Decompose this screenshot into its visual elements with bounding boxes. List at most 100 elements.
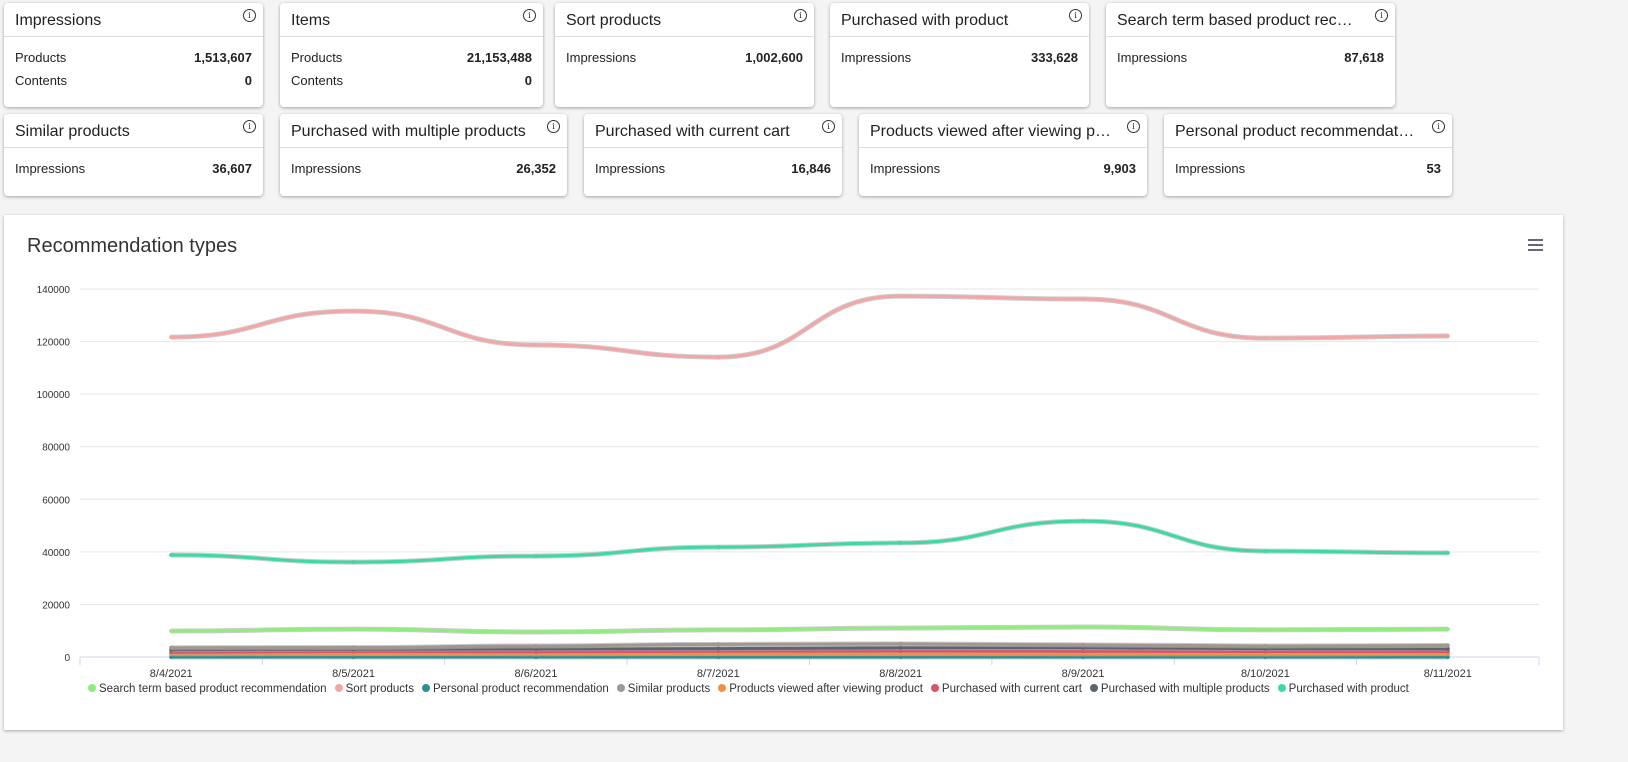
info-icon[interactable]: i <box>1432 120 1445 133</box>
legend-label: Similar products <box>627 683 711 695</box>
info-icon[interactable]: i <box>243 9 256 22</box>
row-value: 0 <box>244 73 252 88</box>
data-point <box>351 645 356 650</box>
data-point <box>1445 550 1450 555</box>
y-tick-label: 120000 <box>37 338 71 349</box>
stat-card: Items i Products 21,153,488 Contents 0 <box>280 3 543 107</box>
info-icon[interactable]: i <box>523 9 536 22</box>
row-value: 333,628 <box>1031 50 1078 65</box>
data-point <box>716 355 721 360</box>
card-title: Search term based product recommendation <box>1117 12 1359 29</box>
row-value: 1,002,600 <box>745 50 803 65</box>
card-header: Purchased with current cart i <box>584 114 842 148</box>
card-row: Products 1,513,607 <box>4 50 263 65</box>
row-label: Impressions <box>870 161 941 176</box>
y-tick-label: 40000 <box>42 548 70 559</box>
stat-card: Purchased with current cart i Impressions 1… <box>584 114 842 196</box>
x-tick-label: 8/8/2021 <box>879 668 922 680</box>
data-point <box>1263 549 1268 554</box>
info-icon[interactable]: i <box>547 120 560 133</box>
row-label: Impressions <box>1175 161 1246 176</box>
data-point <box>1445 334 1450 339</box>
info-icon[interactable]: i <box>794 9 807 22</box>
row-label: Products <box>291 50 343 65</box>
legend-label: Purchased with multiple products <box>1100 683 1270 695</box>
chart-title: Recommendation types <box>27 235 238 257</box>
legend-item[interactable]: Purchased with multiple products <box>1089 683 1270 695</box>
chart-plot: 0 20000 40000 60000 80000 100000 120000 140000 8… <box>37 285 1540 680</box>
legend-marker <box>88 684 96 692</box>
legend-marker <box>930 684 939 692</box>
row-value: 87,618 <box>1344 50 1384 65</box>
legend-label: Purchased with current cart <box>941 683 1082 695</box>
x-tick-label: 8/11/2021 <box>1424 668 1472 680</box>
stat-card: Personal product recommendation i Impressi… <box>1164 114 1452 196</box>
card-title: Items <box>291 12 331 29</box>
card-header: Personal product recommendation i <box>1164 114 1452 148</box>
legend-marker <box>421 684 430 692</box>
info-icon[interactable]: i <box>822 120 835 133</box>
card-title: Similar products <box>15 123 130 140</box>
row-label: Impressions <box>1117 50 1188 65</box>
data-point <box>1445 643 1450 648</box>
data-point <box>716 642 721 647</box>
series-line-shadow <box>171 518 1448 565</box>
row-label: Impressions <box>841 50 912 65</box>
info-icon[interactable]: i <box>1375 9 1388 22</box>
info-icon[interactable]: i <box>1127 120 1140 133</box>
x-tick-label: 8/7/2021 <box>697 668 740 680</box>
legend-item[interactable]: Purchased with current cart <box>930 683 1082 695</box>
data-point <box>1263 627 1268 632</box>
data-point <box>1081 296 1086 301</box>
row-value: 0 <box>524 73 532 88</box>
legend-item[interactable]: Purchased with product <box>1277 683 1409 695</box>
card-title: Sort products <box>566 12 662 29</box>
card-row: Contents 0 <box>4 73 263 88</box>
card-header: Similar products i <box>4 114 263 148</box>
chart-legend: Search term based product recommendation… <box>88 683 1543 695</box>
legend-label: Products viewed after viewing product <box>729 683 923 695</box>
data-point <box>716 545 721 550</box>
info-icon[interactable]: i <box>243 120 256 133</box>
chart-menu-icon[interactable] <box>1528 239 1543 254</box>
data-point <box>169 628 174 633</box>
card-title: Impressions <box>15 12 102 29</box>
card-row: Impressions 53 <box>1164 161 1452 176</box>
row-value: 36,607 <box>212 161 252 176</box>
row-value: 26,352 <box>516 161 556 176</box>
data-point <box>351 309 356 314</box>
card-row: Impressions 9,903 <box>859 161 1147 176</box>
card-title: Purchased with product <box>841 12 1009 29</box>
legend-label: Personal product recommendation <box>432 683 609 695</box>
legend-item[interactable]: Personal product recommendation <box>421 683 609 695</box>
legend-item[interactable]: Search term based product recommendation <box>88 683 327 695</box>
x-tick-label: 8/6/2021 <box>515 668 558 680</box>
y-tick-label: 20000 <box>42 600 70 611</box>
card-title: Purchased with multiple products <box>291 123 526 140</box>
data-point <box>1081 625 1086 630</box>
stat-card: Purchased with multiple products i Impress… <box>280 114 567 196</box>
data-point <box>898 540 903 545</box>
legend-marker <box>1277 684 1286 692</box>
x-tick-label: 8/5/2021 <box>332 668 375 680</box>
legend-item[interactable]: Products viewed after viewing product <box>718 683 923 695</box>
row-label: Impressions <box>595 161 666 176</box>
data-point <box>351 627 356 632</box>
info-icon[interactable]: i <box>1069 9 1082 22</box>
series-line <box>171 294 1448 359</box>
card-row: Impressions 1,002,600 <box>555 50 814 65</box>
data-point <box>169 553 174 558</box>
card-title: Personal product recommendation <box>1175 123 1416 140</box>
card-row: Impressions 26,352 <box>280 161 567 176</box>
legend-label: Purchased with product <box>1288 683 1409 695</box>
row-label: Contents <box>15 73 68 88</box>
legend-item[interactable]: Sort products <box>334 683 414 695</box>
data-point <box>716 646 721 651</box>
data-point <box>1081 642 1086 647</box>
legend-marker <box>616 684 625 692</box>
row-label: Contents <box>291 73 344 88</box>
legend-marker <box>1089 684 1098 692</box>
legend-marker <box>334 684 343 692</box>
legend-item[interactable]: Similar products <box>616 683 711 695</box>
row-label: Impressions <box>291 161 362 176</box>
